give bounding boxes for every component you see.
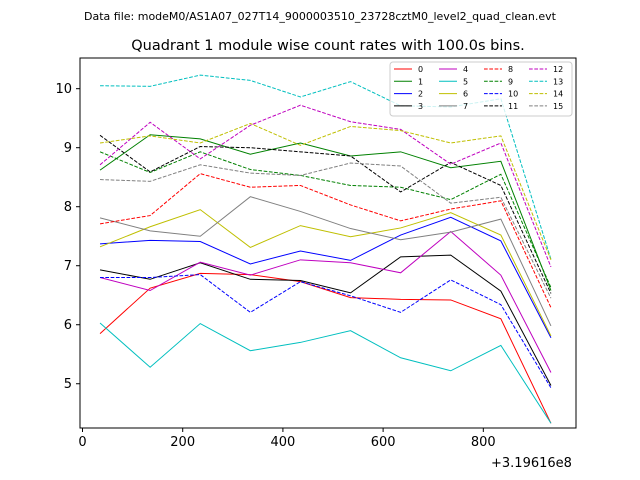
legend-label-15: 15 (553, 102, 563, 111)
series-line-15 (100, 162, 552, 299)
legend-label-5: 5 (463, 77, 468, 86)
legend-label-13: 13 (553, 77, 563, 86)
legend-label-0: 0 (418, 65, 423, 74)
legend-label-14: 14 (553, 90, 563, 99)
legend-label-8: 8 (508, 65, 513, 74)
series-line-1 (99, 134, 552, 291)
series-line-11 (99, 134, 552, 294)
chart-title: Quadrant 1 module wise count rates with … (131, 38, 525, 54)
plot-series-lines (99, 74, 552, 424)
legend-label-4: 4 (463, 65, 468, 74)
x-tick-label: 200 (170, 435, 195, 450)
series-line-14 (99, 122, 552, 261)
legend-label-6: 6 (463, 90, 468, 99)
x-axis-offset-label: +3.19616e8 (491, 456, 572, 471)
legend-label-3: 3 (418, 102, 423, 111)
series-line-6 (99, 209, 552, 337)
legend-label-7: 7 (463, 102, 468, 111)
legend-label-10: 10 (508, 90, 518, 99)
x-axis-ticks: 0 200 400 600 800 (78, 428, 496, 450)
y-tick-label: 9 (64, 141, 72, 156)
series-line-12 (99, 104, 552, 268)
series-line-0 (99, 272, 552, 424)
series-line-3 (99, 254, 552, 386)
x-tick-label: 800 (471, 435, 496, 450)
x-tick-label: 400 (270, 435, 295, 450)
legend-label-2: 2 (418, 90, 423, 99)
y-axis-ticks: 5 6 7 8 9 10 (55, 82, 80, 392)
y-tick-label: 7 (64, 259, 72, 274)
legend-label-9: 9 (508, 77, 513, 86)
plot-frame (79, 57, 577, 429)
legend-label-12: 12 (553, 65, 563, 74)
y-tick-label: 8 (64, 200, 72, 215)
legend-frame (389, 61, 573, 117)
series-line-10 (100, 274, 552, 389)
legend-label-11: 11 (508, 102, 518, 111)
x-tick-label: 0 (78, 435, 86, 450)
y-tick-label: 5 (64, 377, 72, 392)
series-line-8 (99, 173, 552, 308)
x-tick-label: 600 (371, 435, 396, 450)
series-line-7 (99, 196, 552, 327)
data-file-suptitle: Data file: modeM0/AS1A07_027T14_90000035… (84, 10, 557, 23)
y-tick-label: 6 (64, 318, 72, 333)
series-line-2 (100, 216, 552, 338)
series-line-9 (99, 151, 552, 288)
legend-label-1: 1 (418, 77, 423, 86)
y-tick-label: 10 (55, 82, 72, 97)
series-line-5 (99, 322, 552, 424)
